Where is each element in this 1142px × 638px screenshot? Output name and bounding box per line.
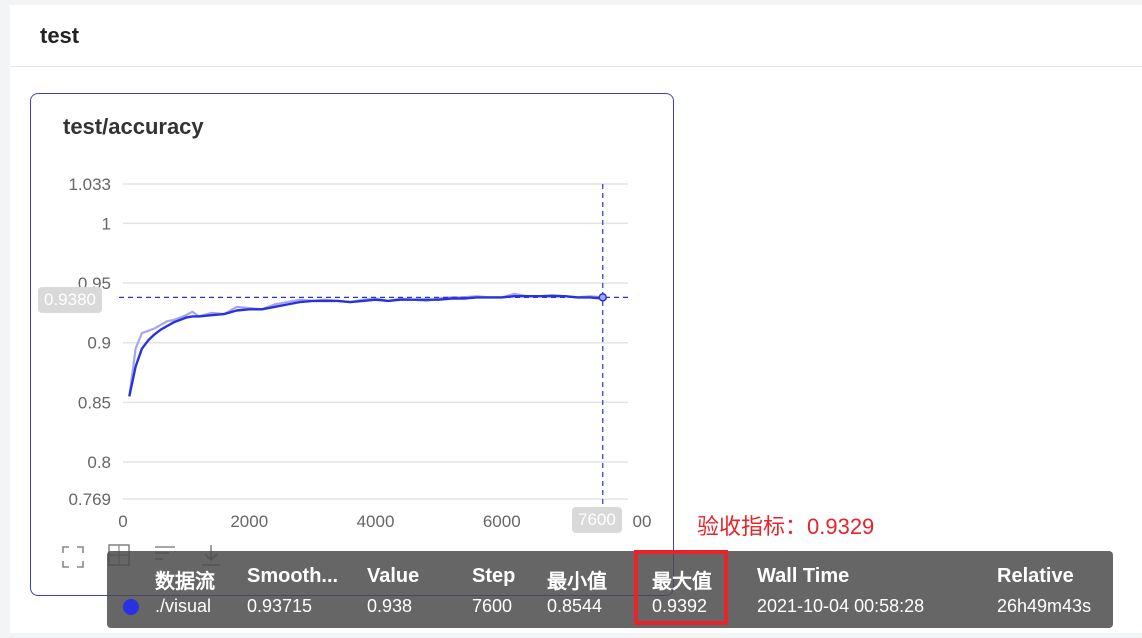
y-tick-label: 0.85 [78,393,111,412]
tooltip-header-step: Step [472,565,516,587]
raw-series-line[interactable] [128,292,603,397]
tooltip-cell-stream: ./visual [155,596,212,616]
tooltip-cell-value: 0.938 [367,596,413,616]
y-tick-label: 1.033 [68,175,111,194]
panel-title: test [40,23,80,48]
hover-point [598,293,607,302]
tooltip-cell-smoothed: 0.93715 [247,596,313,616]
tooltip-header-stream: 数据流 [155,571,215,593]
y-tick-label: 0.769 [68,490,111,509]
hover-x-badge: 7600 [572,507,622,533]
tooltip-cell-max: 0.9392 [652,596,708,616]
tooltip-cell-relative: 26h49m43s [997,596,1092,616]
x-tick-label: 2000 [230,512,268,531]
x-tick-label: 4000 [357,512,395,531]
stream-color-dot [123,599,139,615]
tooltip-header-relative: Relative [997,565,1074,587]
x-tick-label: 00 [633,512,652,531]
chart-card: test/accuracy 1.033 1 0.95 0.9 0.85 0.8 0.769 … [30,93,674,596]
x-tick-label: 0 [118,512,127,531]
y-tick-label: 0.8 [87,453,111,472]
tooltip-header-smoothed: Smooth... [247,565,339,587]
tooltip-header-wall-time: Wall Time [757,565,850,587]
tooltip-header-min: 最小值 [547,571,607,593]
smoothed-series-line[interactable] [128,295,603,397]
tooltip-cell-wall-time: 2021-10-04 00:58:28 [757,596,925,616]
hover-y-badge: 0.9380 [38,287,102,313]
chart-title: test/accuracy [63,114,204,139]
panel-header[interactable]: test [10,5,1142,67]
tooltip-cell-min: 0.8544 [547,596,603,616]
acceptance-metric-annotation: 验收指标：0.9329 [697,514,875,539]
y-tick-label: 1 [102,214,111,233]
expand-icon[interactable] [61,545,85,569]
tooltip-header-max: 最大值 [652,571,712,593]
y-tick-label: 0.9 [87,334,111,353]
data-tooltip: 数据流 Smooth... Value Step 最小值 最大值 Wall Ti… [107,551,1113,628]
max-value-highlight [634,550,728,625]
tooltip-cell-step: 7600 [472,596,513,616]
x-tick-label: 6000 [483,512,521,531]
tooltip-header-value: Value [367,565,420,587]
